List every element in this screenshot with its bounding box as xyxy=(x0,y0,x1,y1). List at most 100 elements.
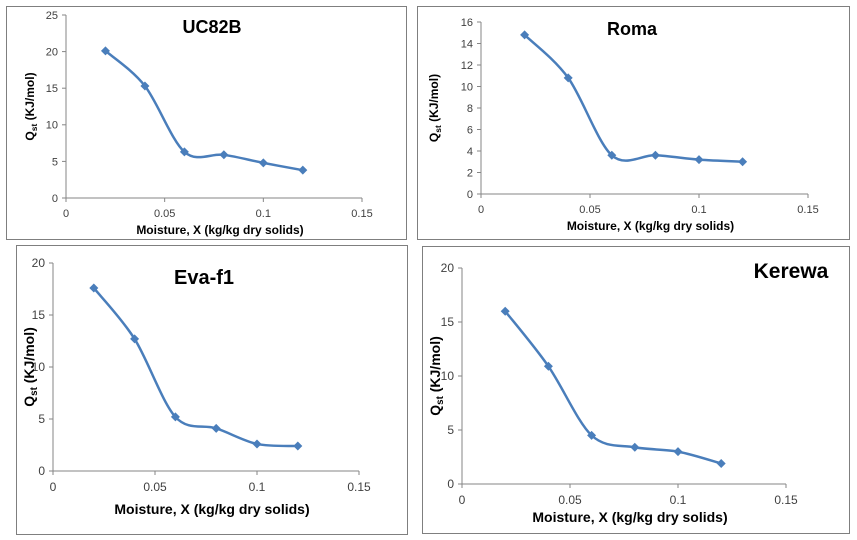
y-tick-label: 2 xyxy=(467,167,473,179)
data-point-marker xyxy=(293,441,303,451)
x-tick-label: 0.05 xyxy=(154,208,175,220)
data-point-marker xyxy=(587,430,597,440)
x-tick-label: 0.15 xyxy=(351,208,372,220)
y-tick-label: 10 xyxy=(441,369,455,383)
x-tick-label: 0.1 xyxy=(691,204,706,216)
y-tick-label: 10 xyxy=(32,360,46,374)
data-point-marker xyxy=(252,439,262,449)
x-tick-label: 0.1 xyxy=(249,480,266,494)
y-tick-label: 12 xyxy=(461,60,473,72)
chart-uc82b: 0 5 10 15 20 25 0 0.05 0.1 0.15 UC82B Moisture, X (… xyxy=(23,10,373,237)
x-axis-label: Moisture, X (kg/kg dry solids) xyxy=(532,509,727,525)
y-axis-label-main: Q xyxy=(427,133,441,142)
y-tick-label: 0 xyxy=(38,464,45,478)
y-axis-label-main: Q xyxy=(23,131,37,140)
chart-title: Roma xyxy=(607,19,658,39)
data-point-marker xyxy=(130,334,140,344)
chart-eva-f1: 0 5 10 15 20 0 0.05 0.1 0.15 Eva-f1 Moisture, X (k… xyxy=(21,256,371,517)
data-point-marker xyxy=(673,447,683,457)
data-point-marker xyxy=(140,81,150,91)
x-tick-label: 0 xyxy=(459,493,466,507)
x-axis-label: Moisture, X (kg/kg dry solids) xyxy=(114,501,309,517)
x-tick-label: 0.15 xyxy=(774,493,798,507)
y-tick-label: 15 xyxy=(32,308,46,322)
data-point-marker xyxy=(738,157,748,167)
data-point-marker xyxy=(500,306,510,316)
series-line xyxy=(92,287,298,448)
y-axis-label-main: Q xyxy=(21,396,37,407)
data-point-marker xyxy=(630,442,640,452)
y-axis-label-subscript: st xyxy=(435,395,446,404)
y-axis-label-subscript: st xyxy=(29,124,39,132)
x-tick-label: 0.05 xyxy=(579,204,600,216)
data-point-marker xyxy=(694,155,704,165)
y-tick-label: 20 xyxy=(441,261,455,275)
y-axis-label-unit: (KJ/mol) xyxy=(23,72,37,123)
y-axis-label: Qst (KJ/mol) xyxy=(21,327,40,407)
data-point-marker xyxy=(543,361,553,371)
x-tick-label: 0.1 xyxy=(256,208,271,220)
x-axis-label: Moisture, X (kg/kg dry solids) xyxy=(136,223,303,237)
series-line xyxy=(504,310,722,465)
data-point-marker xyxy=(520,30,530,40)
y-tick-label: 15 xyxy=(441,315,455,329)
x-tick-label: 0 xyxy=(478,204,484,216)
y-tick-label: 20 xyxy=(46,46,58,58)
y-tick-label: 10 xyxy=(461,81,473,93)
y-tick-label: 5 xyxy=(38,412,45,426)
x-tick-label: 0.05 xyxy=(558,493,582,507)
y-tick-label: 0 xyxy=(467,189,473,201)
y-tick-label: 25 xyxy=(46,10,58,22)
data-point-marker xyxy=(716,458,726,468)
chart-panel-uc82b: 0 5 10 15 20 25 0 0.05 0.1 0.15 UC82B Moisture, X (… xyxy=(6,6,407,240)
data-point-marker xyxy=(170,412,180,422)
y-tick-label: 15 xyxy=(46,83,58,95)
data-point-marker xyxy=(89,283,99,293)
y-tick-label: 10 xyxy=(46,120,58,132)
data-point-marker xyxy=(650,150,660,160)
y-axis-label-unit: (KJ/mol) xyxy=(21,327,37,387)
y-axis-label: Qst (KJ/mol) xyxy=(427,336,446,416)
chart-panel-roma: 0 2 4 6 8 10 12 14 16 0 0.05 0.1 0.15 Roma Moisture, X… xyxy=(417,6,850,240)
data-point-marker xyxy=(100,46,110,56)
chart-roma: 0 2 4 6 8 10 12 14 16 0 0.05 0.1 0.15 Roma Moisture, X… xyxy=(427,17,819,233)
x-tick-label: 0.05 xyxy=(143,480,167,494)
y-tick-label: 6 xyxy=(467,124,473,136)
chart-panel-kerewa: 0 5 10 15 20 0 0.05 0.1 0.15 Kerewa Moisture, X (k… xyxy=(422,246,850,534)
y-tick-label: 5 xyxy=(447,423,454,437)
x-tick-label: 0.15 xyxy=(347,480,371,494)
y-tick-label: 20 xyxy=(32,256,46,270)
data-point-marker xyxy=(211,423,221,433)
series-line xyxy=(523,33,743,163)
y-tick-label: 0 xyxy=(447,477,454,491)
data-point-marker xyxy=(179,147,189,157)
data-point-marker xyxy=(563,73,573,83)
y-axis-label: Qst (KJ/mol) xyxy=(23,72,39,140)
y-axis-label: Qst (KJ/mol) xyxy=(427,74,443,142)
chart-kerewa: 0 5 10 15 20 0 0.05 0.1 0.15 Kerewa Moisture, X (k… xyxy=(427,260,829,525)
y-tick-label: 16 xyxy=(461,17,473,29)
y-tick-label: 0 xyxy=(52,193,58,205)
y-tick-label: 4 xyxy=(467,146,473,158)
y-tick-label: 8 xyxy=(467,103,473,115)
series-line xyxy=(104,49,304,172)
y-tick-label: 14 xyxy=(461,38,473,50)
chart-title: UC82B xyxy=(182,17,241,37)
y-tick-label: 5 xyxy=(52,156,58,168)
data-point-marker xyxy=(219,150,229,160)
y-axis-label-subscript: st xyxy=(433,125,443,133)
chart-panel-eva-f1: 0 5 10 15 20 0 0.05 0.1 0.15 Eva-f1 Moisture, X (k… xyxy=(16,245,408,535)
data-point-marker xyxy=(607,150,617,160)
y-axis-label-unit: (KJ/mol) xyxy=(427,336,443,396)
data-point-marker xyxy=(258,158,268,168)
y-axis-label-unit: (KJ/mol) xyxy=(427,74,441,125)
x-tick-label: 0.1 xyxy=(670,493,687,507)
x-axis-label: Moisture, X (kg/kg dry solids) xyxy=(567,219,734,233)
x-tick-label: 0.15 xyxy=(797,204,818,216)
y-axis-label-subscript: st xyxy=(29,386,40,395)
y-axis-label-main: Q xyxy=(427,405,443,416)
x-tick-label: 0 xyxy=(50,480,57,494)
chart-title: Eva-f1 xyxy=(174,267,234,289)
chart-title: Kerewa xyxy=(754,260,829,283)
x-tick-label: 0 xyxy=(63,208,69,220)
